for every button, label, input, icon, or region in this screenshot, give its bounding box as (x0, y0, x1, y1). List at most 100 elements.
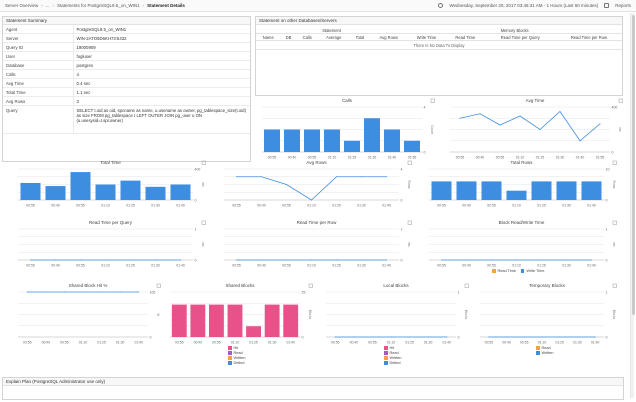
x-tick-label: 01:30 (151, 204, 160, 208)
y-tick-label: 1 (401, 228, 403, 232)
x-tick-label: 00:55 (268, 156, 277, 160)
y-tick-label: 0 (612, 151, 614, 155)
x-tick-label: 01:10 (516, 156, 525, 160)
legend-written: Written (233, 356, 246, 360)
summary-value: PostgreSQL9.5_on_WIN1 (73, 25, 250, 34)
chart-options-icon (308, 283, 313, 288)
x-tick-label: 00:55 (368, 341, 377, 345)
column-header[interactable]: Average (318, 33, 350, 41)
write-time-swatch (520, 269, 525, 273)
x-tick-label: 00:40 (257, 204, 266, 208)
summary-key: Avg Rows (3, 96, 74, 106)
breadcrumb-ellipsis[interactable]: ... (45, 3, 50, 8)
explain-plan-title[interactable]: Explain Plan (PostgreSQL Administrator u… (3, 378, 623, 386)
x-tick-label: 00:40 (288, 156, 297, 160)
data-point (591, 259, 592, 261)
time-range-selector[interactable]: Wednesday, September 20, 2017 03:46:31 A… (449, 3, 599, 8)
y-tick-label: 0 (195, 259, 197, 263)
data-point (236, 259, 237, 261)
column-header[interactable]: Write Time (407, 33, 446, 41)
x-tick-label: 01:10 (101, 264, 110, 268)
scrollbar-thumb[interactable] (631, 15, 635, 315)
data-bar (283, 304, 299, 337)
column-header[interactable]: Read Time (445, 33, 485, 41)
total-rows-chart: Total Rows 10 0 Rows 00:55 00:40 00:55 01:10 01… (425, 160, 618, 208)
column-header[interactable]: Read Time per Query (484, 33, 556, 41)
y-axis-unit: Rows (612, 181, 616, 189)
summary-row: Calls 4 (3, 69, 250, 79)
x-tick-label: 01:10 (307, 264, 316, 268)
data-point (409, 336, 411, 338)
data-point (506, 336, 508, 338)
column-header[interactable]: Total (349, 33, 371, 41)
y-tick-label: 0 (424, 151, 426, 155)
column-header[interactable]: Avg Rows (370, 33, 408, 41)
column-header[interactable]: Read Time per Row (555, 33, 622, 41)
data-bar (344, 140, 360, 152)
x-tick-label: 00:55 (308, 156, 317, 160)
data-point (261, 176, 262, 178)
total-time-svg: 400 0 ms 00:55 00:40 00:55 01:10 01:25 01:30 01:4… (18, 160, 206, 208)
column-header[interactable]: DB (280, 33, 297, 41)
data-point (236, 176, 237, 178)
data-point (26, 291, 28, 293)
legend-read: Read (389, 351, 399, 355)
data-point (516, 259, 517, 261)
data-point (336, 259, 337, 261)
summary-key: Query (3, 105, 74, 134)
data-bar (227, 304, 243, 337)
other-databases-table: Statement Memory Blocks Name DB Calls Avera… (256, 27, 622, 50)
data-bar (190, 304, 206, 337)
column-header[interactable]: Name (256, 33, 281, 41)
x-tick-label: 01:30 (357, 204, 366, 208)
data-point (311, 199, 312, 201)
y-tick-label: 0 (401, 259, 403, 263)
x-tick-label: 00:40 (257, 264, 266, 268)
local-blocks-chart: Local Blocks 1 0 Blocks 00:55 00:40 00:55 01:1… (322, 283, 470, 345)
y-tick-label: 0 (606, 199, 608, 203)
y-tick-label: 25 (302, 291, 306, 295)
y-axis-unit: Rows (407, 181, 411, 189)
x-tick-label: 00:40 (51, 264, 60, 268)
statement-summary-table: Agent PostgreSQL9.5_on_WIN1 Server WIN-2ATO… (3, 25, 250, 134)
calls-chart-title: Calls (341, 98, 352, 103)
read-time-per-row-chart: Read Time per Row 1 0 ms 00:55 00:40 00:55 01:… (220, 220, 413, 268)
x-tick-label: 00:40 (350, 341, 359, 345)
chart-options-icon (612, 160, 617, 165)
data-point (576, 336, 578, 338)
statement-summary-panel: Statement Summary Agent PostgreSQL9.5_on_… (2, 16, 251, 162)
x-tick-label: 01:10 (231, 341, 240, 345)
calls-svg: 4 0 Count 00:55 00:40 00:55 01:10 01:25 01:30 01:… (262, 98, 435, 160)
data-point (138, 291, 140, 293)
rt-row-svg: 1 0 ms 00:55 00:40 00:55 01:10 01:25 01:30 01:40 (224, 220, 412, 268)
x-tick-label: 00:55 (76, 264, 85, 268)
x-tick-label: 01:30 (573, 341, 582, 345)
x-tick-label: 00:55 (232, 264, 241, 268)
reports-button[interactable]: Reports (615, 3, 631, 8)
column-header[interactable]: Calls (296, 33, 318, 41)
x-tick-label: 00:55 (282, 204, 291, 208)
breadcrumb: Server Overview › ... › Statements for P… (5, 3, 185, 8)
y-tick-label: 1 (606, 291, 608, 295)
x-tick-label: 01:30 (562, 264, 571, 268)
shared-blocks-legend: Hit Read Written Dirtied (228, 346, 245, 366)
summary-row: Agent PostgreSQL9.5_on_WIN1 (3, 25, 250, 34)
x-tick-label: 01:25 (537, 204, 546, 208)
block-read-write-time-title: Block Read/Write Time (498, 220, 545, 225)
summary-row: Database postgres (3, 60, 250, 70)
statements-link[interactable]: Statements for PostgreSQL9.5_on_WIN1 (57, 3, 140, 8)
page-scrollbar[interactable] (630, 13, 635, 398)
summary-row: Total Time 1.1 sec (3, 87, 250, 97)
top-bar: Server Overview › ... › Statements for P… (0, 0, 636, 12)
data-point (105, 259, 106, 261)
summary-value: 1.1 sec (73, 87, 250, 97)
data-point (361, 259, 362, 261)
shared-blocks-svg: 25 0 Blocks 00:55 00:40 00:55 01:10 01:25 01:30 0… (170, 283, 313, 345)
x-tick-label: 00:40 (462, 204, 471, 208)
breadcrumb-separator: › (41, 3, 43, 8)
y-tick-label: 0 (150, 336, 152, 340)
x-tick-label: 00:55 (437, 204, 446, 208)
data-point (559, 111, 561, 112)
legend-read: Read (541, 346, 551, 350)
server-overview-link[interactable]: Server Overview (5, 3, 39, 8)
